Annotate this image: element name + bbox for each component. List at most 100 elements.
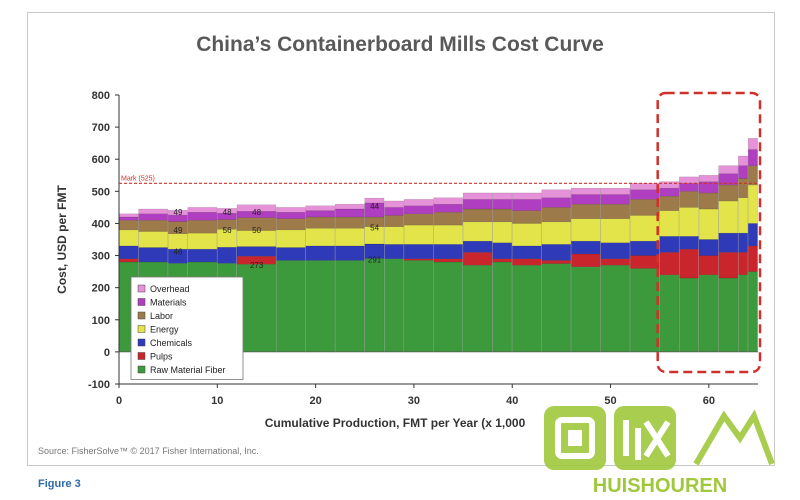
figure-caption: Figure 3 — [38, 478, 81, 490]
y-tick-label: 0 — [104, 347, 110, 359]
bar-data-label: 273 — [250, 261, 264, 270]
bar-mill-8-energy — [305, 228, 336, 247]
bar-mill-9-materials — [335, 208, 365, 218]
bar-mill-15-energy — [492, 221, 513, 243]
bar-mill-22-labor — [679, 191, 699, 208]
bar-mill-11-labor — [384, 215, 404, 227]
watermark-logo: HUISHOUREN — [544, 406, 775, 497]
bar-mill-7-labor — [276, 218, 306, 231]
bar-mill-7-chemicals — [276, 247, 306, 261]
bar-mill-5-overhead — [217, 208, 237, 214]
bar-mill-6-overhead — [236, 204, 277, 212]
bar-mill-15-labor — [492, 208, 513, 223]
highlight-box — [656, 91, 762, 374]
bar-mill-26-pulps — [747, 245, 758, 272]
bar-mill-8-materials — [305, 210, 336, 218]
bar-mill-16-materials — [512, 199, 542, 211]
bar-mill-21-energy — [659, 210, 680, 237]
bar-mill-19-raw-material-fiber — [600, 264, 631, 353]
bar-mill-20-materials — [630, 189, 660, 200]
bar-mill-17-chemicals — [541, 244, 572, 261]
bar-mill-8-labor — [305, 216, 336, 229]
legend-swatch — [137, 338, 146, 347]
bar-mill-19-chemicals — [600, 242, 631, 259]
y-tick-label: 600 — [92, 154, 110, 166]
legend-label: Materials — [150, 298, 187, 308]
bar-mill-24-chemicals — [718, 232, 739, 253]
legend-swatch — [137, 352, 146, 360]
bar-mill-6-raw-material-fiber — [236, 264, 277, 353]
bar-labels-layer: 273 291 49 48 48 49 56 50 54 44 46 — [174, 202, 382, 270]
y-tick-label: 800 — [92, 90, 110, 102]
bar-mill-6-chemicals — [236, 246, 277, 257]
bar-mill-21-pulps — [659, 252, 680, 276]
bar-mill-12-pulps — [403, 258, 434, 261]
reference-line-layer: Mark (525) — [119, 175, 758, 184]
legend-label: Overhead — [150, 284, 190, 294]
bar-mill-10-raw-material-fiber — [364, 258, 385, 353]
bar-mill-13-pulps — [433, 258, 463, 263]
bar-mill-9-energy — [335, 228, 365, 247]
axes-layer: -100 0 100 200 300 400 500 600 700 800 0 10 20 30 40 50… — [55, 90, 758, 430]
bar-mill-15-overhead — [492, 192, 513, 200]
bar-mill-16-overhead — [512, 192, 542, 200]
bar-mill-18-overhead — [571, 187, 601, 195]
x-tick-label: 50 — [604, 395, 616, 407]
legend-swatch — [137, 311, 146, 320]
bar-mill-9-overhead — [335, 203, 365, 210]
bar-mill-14-labor — [462, 208, 493, 223]
y-tick-label: 400 — [92, 218, 110, 230]
x-tick-label: 30 — [408, 395, 420, 407]
y-tick-label: 500 — [92, 186, 110, 198]
bar-mill-13-chemicals — [433, 244, 463, 259]
y-tick-label: -100 — [88, 379, 110, 391]
bar-mill-21-overhead — [659, 181, 680, 189]
bar-mill-18-energy — [571, 218, 601, 242]
bar-mill-17-materials — [541, 197, 572, 208]
bar-mill-24-overhead — [718, 165, 739, 174]
bar-mill-2-labor — [138, 220, 168, 232]
bar-mill-25-labor — [738, 178, 748, 198]
bar-mill-25-raw-material-fiber — [738, 274, 748, 353]
bar-mill-26-overhead — [747, 138, 758, 150]
legend-swatch — [137, 365, 146, 374]
bar-mill-6-energy — [236, 230, 277, 247]
bar-mill-9-raw-material-fiber — [335, 260, 365, 353]
bar-mill-17-raw-material-fiber — [541, 263, 572, 353]
bar-mill-19-materials — [600, 194, 631, 205]
bar-mill-21-chemicals — [659, 236, 680, 253]
bar-mill-11-overhead — [384, 200, 404, 208]
y-tick-label: 300 — [92, 251, 110, 263]
bar-mill-7-materials — [276, 212, 306, 219]
bar-mill-4-chemicals — [187, 248, 218, 263]
reference-line-label: Mark (525) — [121, 175, 155, 182]
bar-data-label: 49 — [174, 208, 183, 217]
bar-mill-16-energy — [512, 223, 542, 247]
bar-mill-4-overhead — [187, 207, 218, 213]
bar-mill-14-overhead — [462, 192, 493, 200]
bar-mill-7-energy — [276, 229, 306, 248]
x-tick-label: 60 — [703, 395, 715, 407]
bar-mill-3-overhead — [167, 210, 188, 216]
bar-mill-17-overhead — [541, 189, 572, 198]
bar-mill-2-energy — [138, 231, 168, 248]
bar-mill-24-raw-material-fiber — [718, 277, 739, 353]
bar-mill-25-energy — [738, 197, 748, 234]
bar-mill-1-materials — [118, 216, 139, 221]
legend-label: Pulps — [150, 352, 173, 362]
bar-mill-19-pulps — [600, 258, 631, 266]
bar-mill-8-overhead — [305, 205, 336, 211]
bar-mill-10-chemicals — [364, 243, 385, 259]
bar-mill-20-chemicals — [630, 240, 660, 256]
legend: Overhead Materials Labor Energy Chemicals Pul… — [130, 276, 244, 380]
x-tick-label: 0 — [116, 395, 122, 407]
bar-mill-12-overhead — [403, 199, 434, 206]
bar-mill-26-materials — [747, 149, 758, 166]
bar-mill-16-labor — [512, 210, 542, 224]
bar-mill-7-raw-material-fiber — [276, 260, 306, 353]
bar-mill-18-chemicals — [571, 240, 601, 255]
bar-mill-12-labor — [403, 213, 434, 226]
bar-mill-16-pulps — [512, 258, 542, 266]
bar-mill-5-chemicals — [217, 247, 237, 264]
